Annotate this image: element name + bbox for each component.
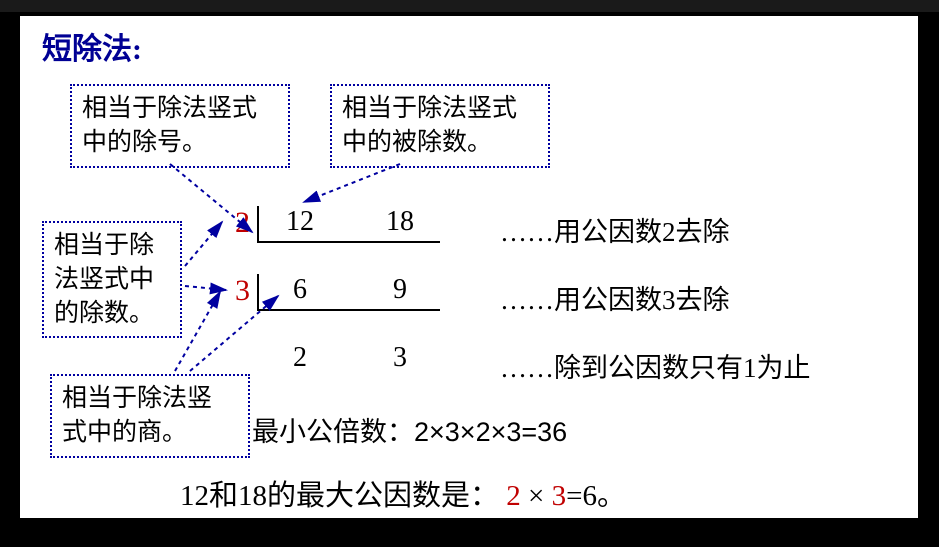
gcf-equals: =6。 xyxy=(566,480,626,512)
dividend-3-right: 3 xyxy=(370,342,430,374)
step-2: ……用公因数3去除 xyxy=(500,278,730,317)
gcf-op: × xyxy=(528,480,544,512)
dividend-1-left: 12 xyxy=(270,206,330,238)
divisor-2: 3 xyxy=(220,274,250,308)
dividend-2-right: 9 xyxy=(370,274,430,306)
callout-divisor: 相当于除 法竖式中 的除数。 xyxy=(42,221,182,338)
top-bar xyxy=(0,0,939,12)
dividend-1-right: 18 xyxy=(370,206,430,238)
callout-quotient: 相当于除法竖 式中的商。 xyxy=(50,374,250,458)
callout-division-sign: 相当于除法竖式 中的除号。 xyxy=(70,84,290,168)
step-3: ……除到公因数只有1为止 xyxy=(500,346,811,385)
divisor-1: 2 xyxy=(220,206,250,240)
diagram-panel: 短除法: 相当于除法竖式 中的除号。 相当于除法竖式 中的被除数。 相当于除 法… xyxy=(18,14,920,520)
callout-dividend: 相当于除法竖式 中的被除数。 xyxy=(330,84,550,168)
diagram-title: 短除法: xyxy=(42,24,142,68)
lcm-expression: 2×3×2×3=36 xyxy=(414,417,567,447)
gcf-line: 12和18的最大公因数是： 2 × 3=6。 xyxy=(180,472,626,514)
gcf-factor-2: 3 xyxy=(552,480,567,512)
gcf-factor-1: 2 xyxy=(506,480,521,512)
dividend-3-left: 2 xyxy=(270,342,330,374)
gcf-prefix: 12和18的最大公因数是： xyxy=(180,480,499,512)
dividend-2-left: 6 xyxy=(270,274,330,306)
lcm-line: 最小公倍数：2×3×2×3=36 xyxy=(252,410,567,449)
lcm-label: 最小公倍数： xyxy=(252,417,414,447)
step-1: ……用公因数2去除 xyxy=(500,210,730,249)
